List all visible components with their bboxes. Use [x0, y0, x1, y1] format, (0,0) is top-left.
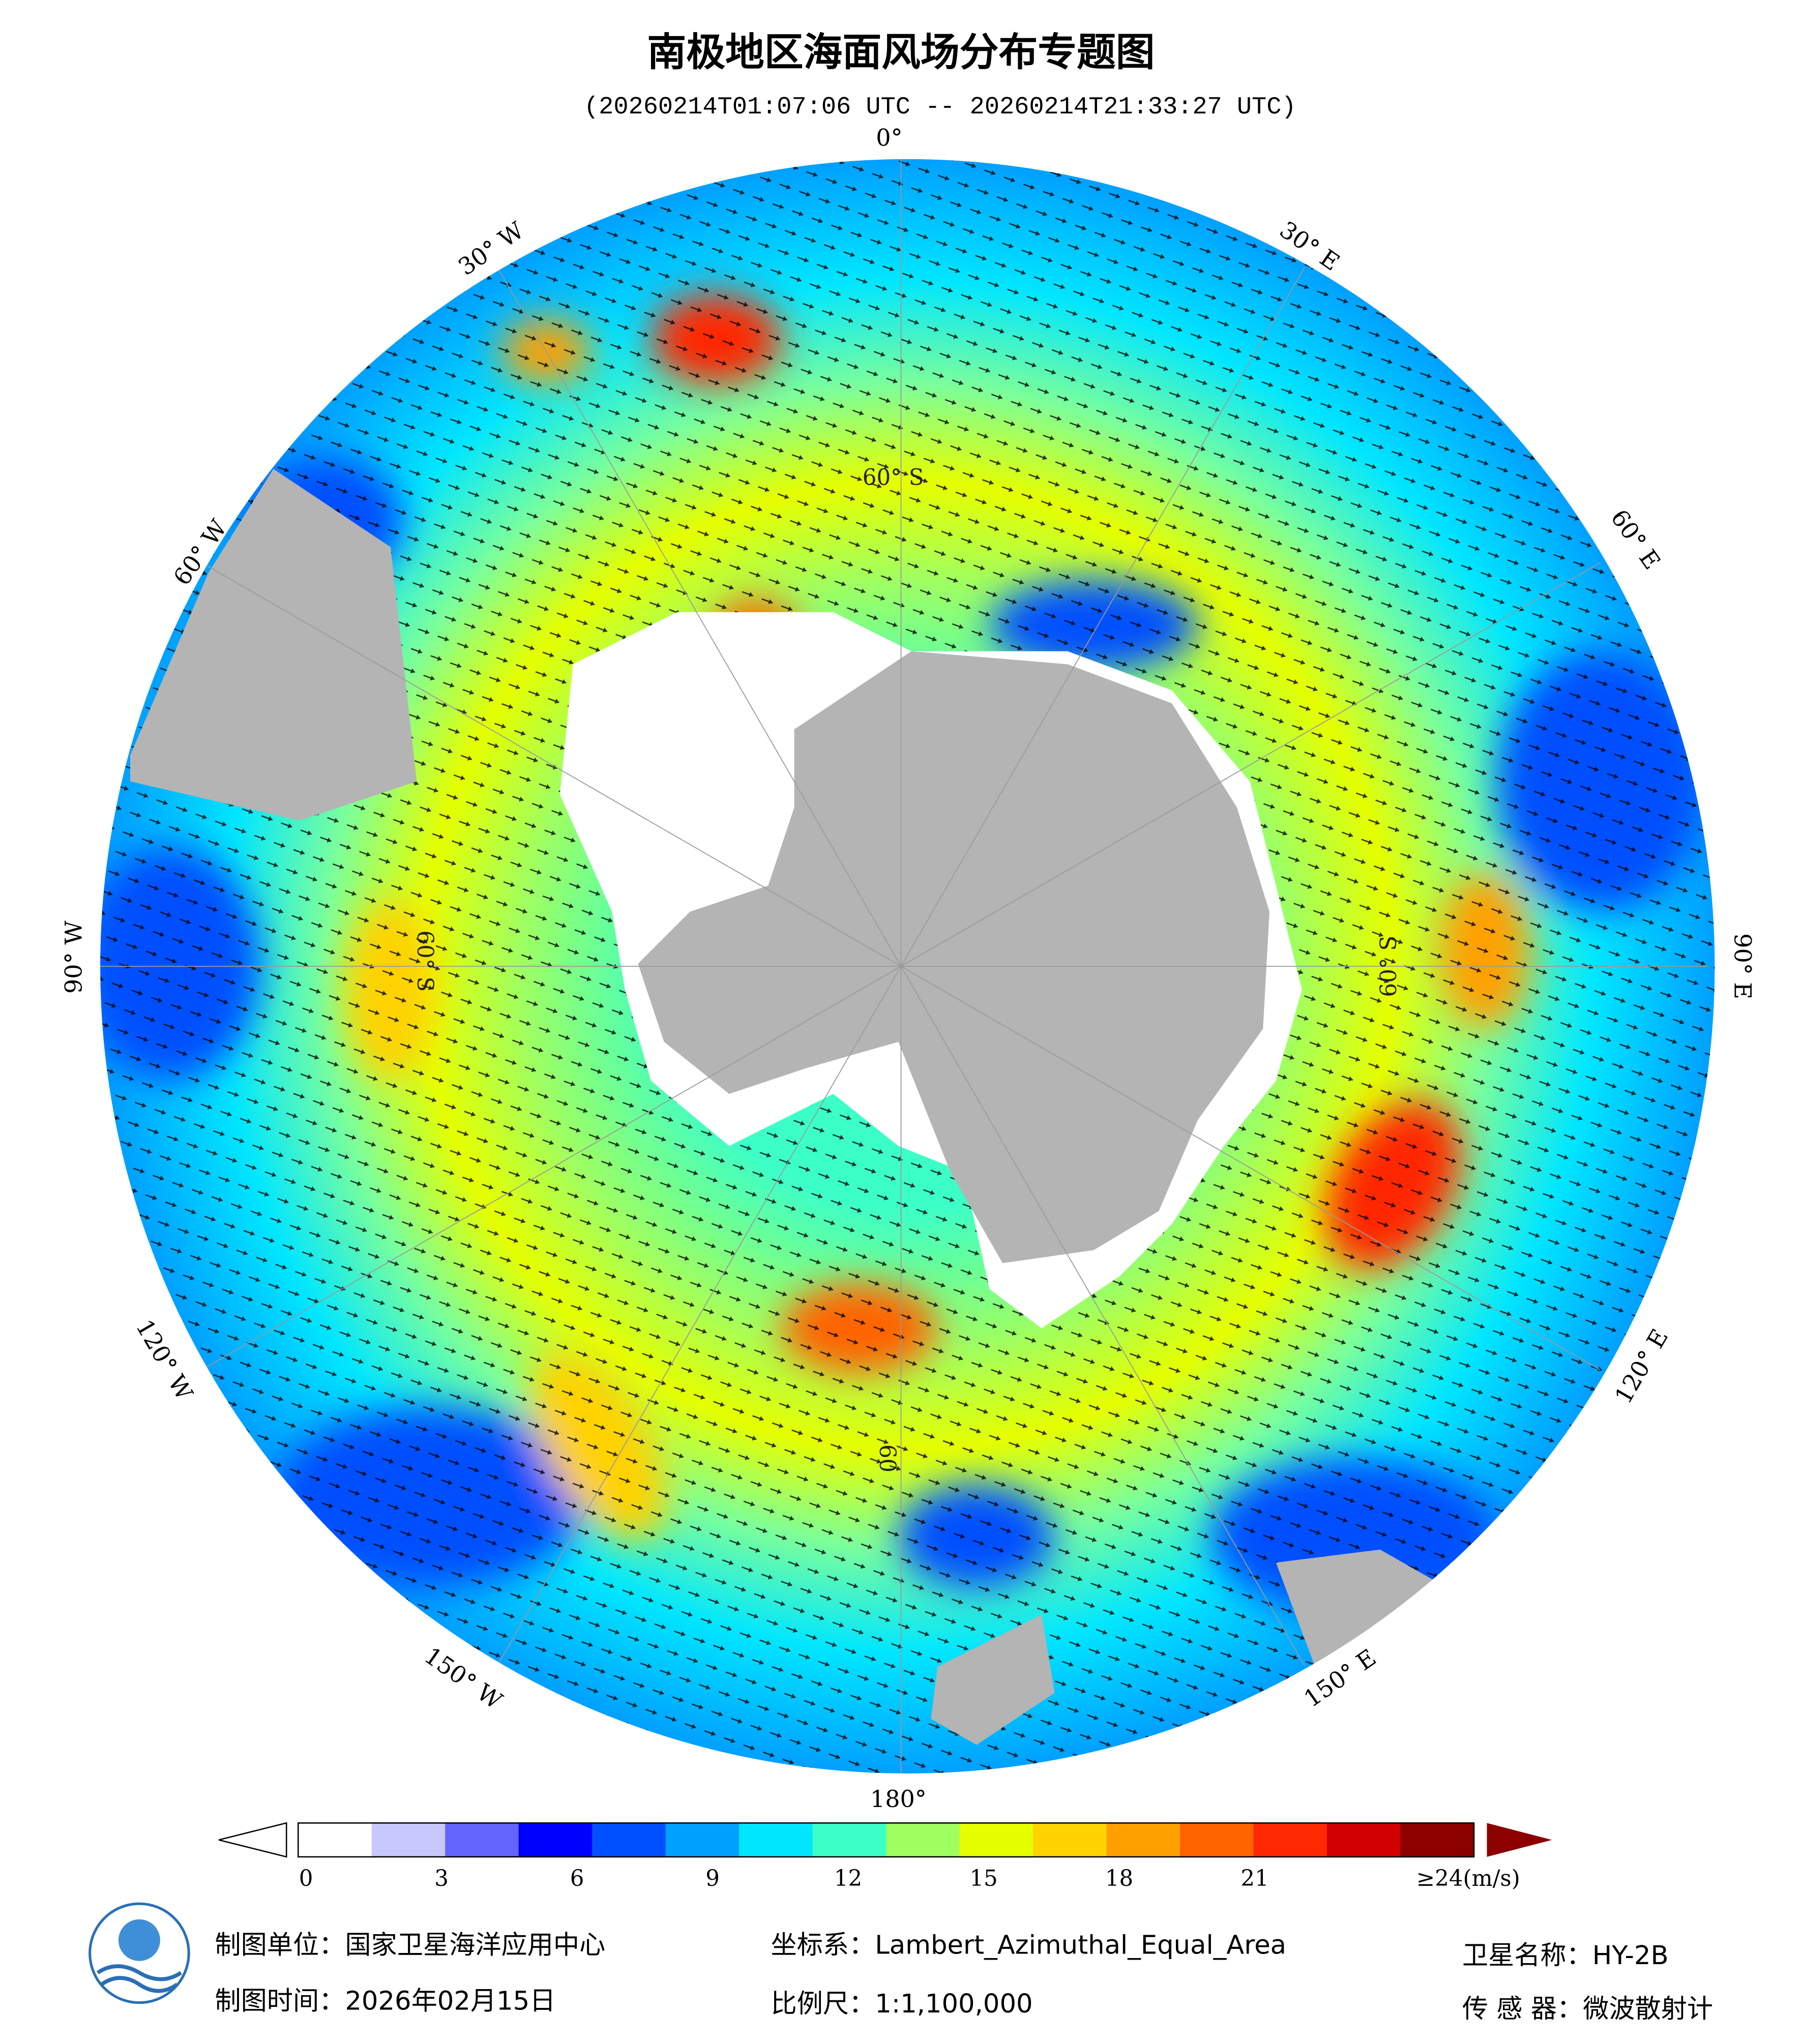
colorbar-tick-label: 21 [1240, 1866, 1268, 1891]
colorbar-tick-label: 15 [969, 1866, 997, 1891]
latitude-label: 60° S [1376, 936, 1402, 997]
colorbar-frame [297, 1822, 1475, 1858]
sensor: 传 感 器：微波散射计 [1462, 1994, 1713, 2024]
latitude-labels: 60° S 60° S 60° S 60 [412, 465, 1402, 1473]
longitude-label: 60° E [1606, 505, 1666, 574]
colorbar-swatch [1253, 1823, 1328, 1857]
colorbar-swatch [1400, 1823, 1475, 1857]
colorbar-swatch [665, 1823, 740, 1857]
colorbar-swatch [1106, 1823, 1181, 1857]
colorbar-swatch [518, 1823, 593, 1857]
colorbar-tick-label: 12 [834, 1866, 862, 1891]
colorbar-tick-label: ≥24(m/s) [1416, 1866, 1520, 1891]
antarctica [638, 651, 1269, 1263]
colorbar-swatch [371, 1823, 446, 1857]
latitude-label: 60 [874, 1444, 900, 1472]
meridians [100, 159, 1708, 1774]
colorbar-over [1487, 1823, 1552, 1857]
colorbar-tick-label: 9 [705, 1866, 720, 1891]
longitude-label: 90° E [1729, 933, 1757, 999]
wind-map [100, 159, 1715, 1774]
colorbar-tick-label: 0 [299, 1866, 313, 1891]
longitude-label: 90° W [60, 921, 87, 994]
crs: 坐标系：Lambert_Azimuthal_Equal_Area [771, 1930, 1287, 1961]
satellite: 卫星名称：HY-2B [1462, 1940, 1669, 1971]
colorbar: 0 3 6 9 12 15 18 21 ≥24(m/s) [218, 1822, 1552, 1891]
colorbar-swatch [1179, 1823, 1254, 1857]
colorbar-swatch [1326, 1823, 1401, 1857]
colorbar-swatch [886, 1823, 960, 1857]
subtitle: (20260214T01:07:06 UTC -- 20260214T21:33… [584, 93, 1296, 121]
land [130, 469, 417, 821]
latitude-label: 60° S [863, 465, 924, 491]
colorbar-swatch [445, 1823, 519, 1857]
colorbar-swatch [298, 1823, 372, 1857]
logo [88, 1902, 190, 2004]
colorbar-swatch [1033, 1823, 1107, 1857]
land [931, 1614, 1055, 1745]
colorbar-tick-label: 18 [1105, 1866, 1133, 1891]
map-unit: 制图单位：国家卫星海洋应用中心 [215, 1930, 605, 1961]
colorbar-swatch [959, 1823, 1034, 1857]
colorbar-tick-label: 6 [570, 1866, 584, 1891]
title: 南极地区海面风场分布专题图 [647, 30, 1155, 75]
longitude-label: 0° [876, 124, 902, 151]
colorbar-swatch [739, 1823, 813, 1857]
latitude-label: 60° S [412, 930, 437, 992]
map-date: 制图时间：2026年02月15日 [215, 1986, 555, 2017]
colorbar-tick-label: 3 [434, 1866, 449, 1891]
colorbar-under [218, 1822, 287, 1858]
colorbar-swatch [812, 1823, 887, 1857]
longitude-label: 180° [870, 1785, 927, 1813]
colorbar-swatch [592, 1823, 666, 1857]
scale: 比例尺：1:1,100,000 [771, 1989, 1033, 2019]
